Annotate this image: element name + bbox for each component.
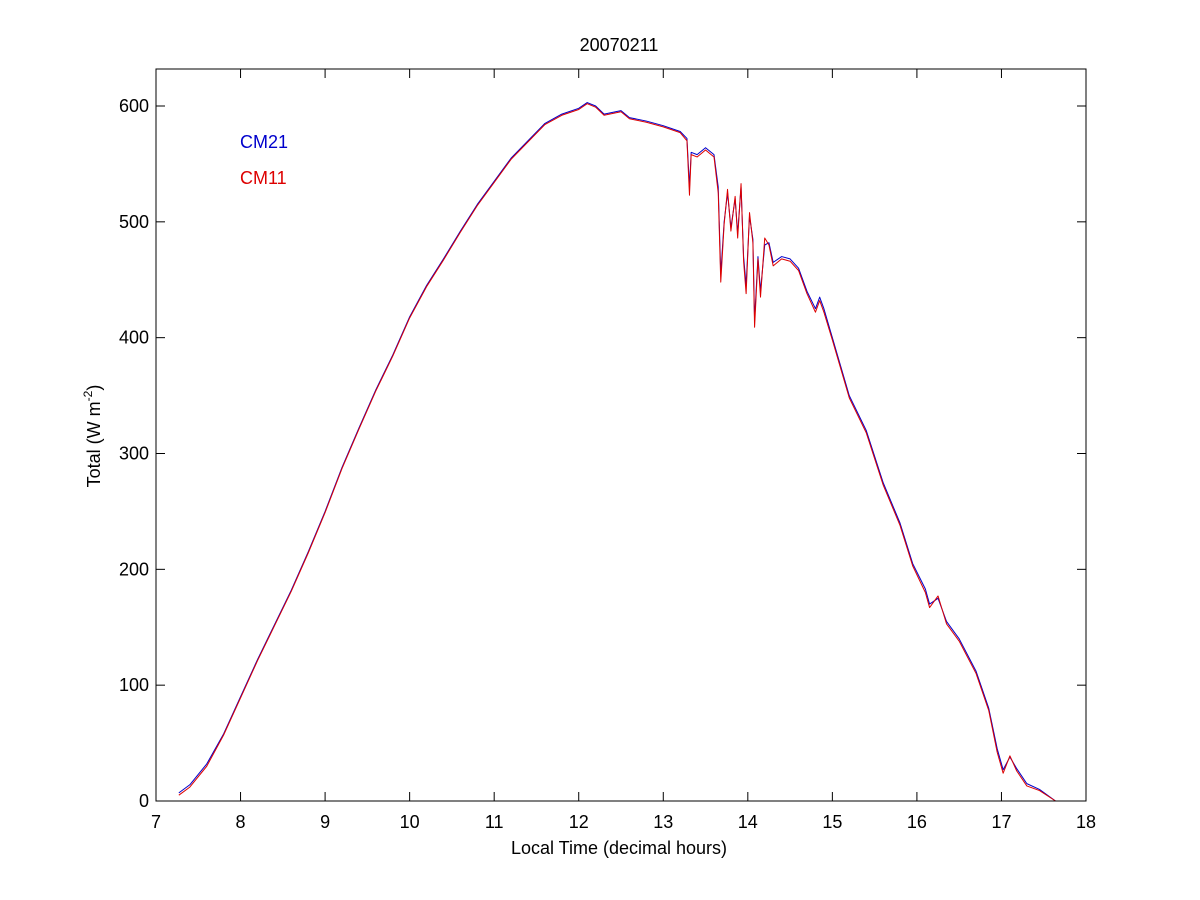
y-axis-title: Total (W m-2)	[81, 385, 104, 488]
x-tick-label: 11	[485, 812, 504, 832]
x-tick-label: 8	[236, 812, 246, 832]
x-tick-label: 10	[400, 812, 420, 832]
x-tick-label: 15	[822, 812, 842, 832]
series-line-cm11	[178, 103, 1056, 802]
legend-entry-cm11: CM11	[240, 168, 287, 188]
y-axis-title-prefix: Total (W m	[84, 401, 104, 487]
legend-entry-cm21: CM21	[240, 132, 288, 152]
x-tick-label: 9	[320, 812, 330, 832]
x-tick-label: 17	[991, 812, 1011, 832]
y-tick-label: 400	[119, 328, 149, 348]
x-tick-label: 18	[1076, 812, 1096, 832]
y-tick-label: 0	[139, 791, 149, 811]
x-tick-label: 7	[151, 812, 161, 832]
y-axis: 0 100 200 300 400 500 600	[119, 96, 1086, 811]
y-tick-label: 600	[119, 96, 149, 116]
x-tick-label: 16	[907, 812, 927, 832]
y-tick-label: 500	[119, 212, 149, 232]
y-tick-label: 300	[119, 444, 149, 464]
x-tick-label: 14	[738, 812, 758, 832]
y-axis-title-suffix: )	[84, 385, 104, 391]
x-tick-label: 13	[653, 812, 673, 832]
y-tick-label: 200	[119, 559, 149, 579]
x-tick-label: 12	[569, 812, 589, 832]
chart-title: 20070211	[580, 35, 659, 55]
y-tick-label: 100	[119, 675, 149, 695]
y-axis-title-exponent: -2	[81, 390, 95, 401]
x-axis-title: Local Time (decimal hours)	[511, 838, 727, 858]
series-layer	[178, 102, 1056, 802]
plot-frame	[155, 68, 1087, 802]
x-axis: 7 8 9 10 11 12 13 14 15 16 17 18	[151, 69, 1096, 832]
